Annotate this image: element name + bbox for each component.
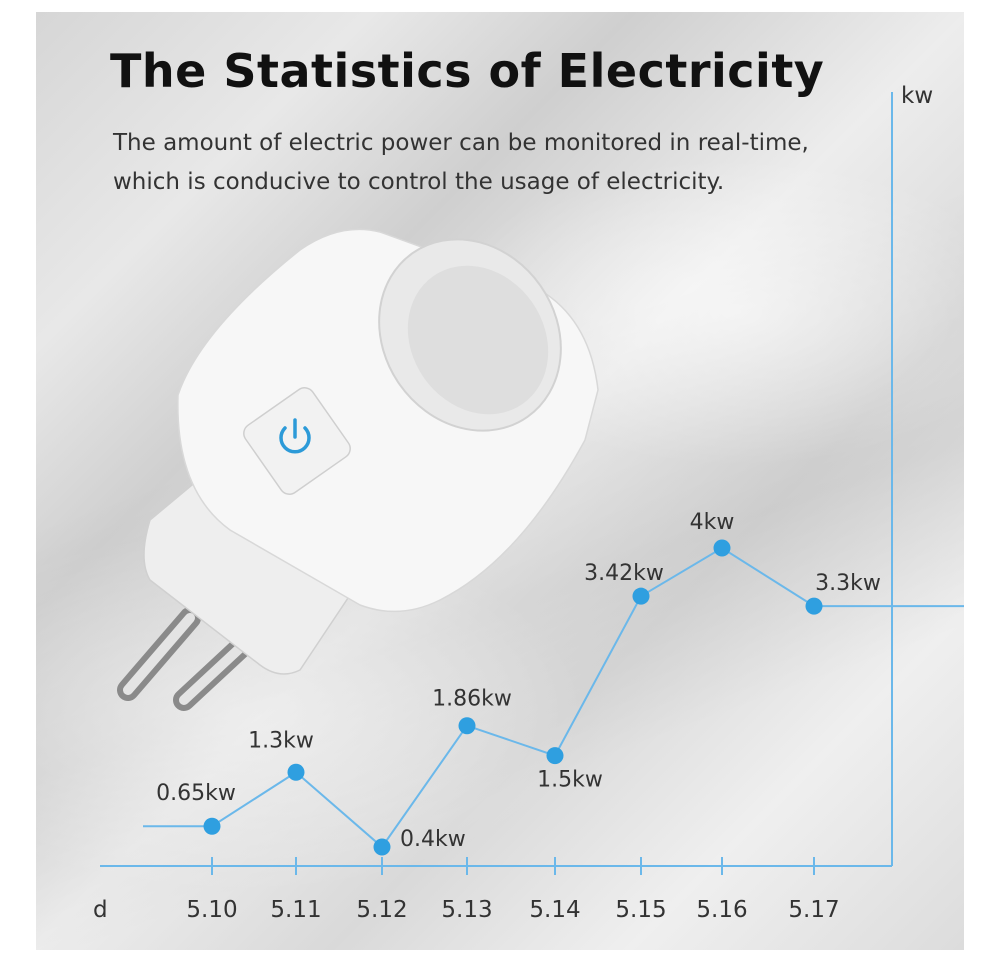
series-points — [203, 539, 823, 856]
plug-socket-recess — [407, 265, 549, 415]
data-point-5.14 — [546, 747, 564, 765]
x-tick-label: 5.16 — [696, 897, 747, 923]
series-line-group — [143, 546, 964, 849]
x-tick-label: 5.15 — [615, 897, 666, 923]
data-label-5.13: 1.86kw — [432, 687, 512, 712]
data-label-5.10: 0.65kw — [156, 781, 236, 806]
data-point-5.10 — [203, 817, 221, 835]
x-tick-label: 5.13 — [441, 897, 492, 923]
series-line — [143, 546, 964, 849]
page-title: The Statistics of Electricity — [110, 44, 825, 98]
x-tick-labels: 5.10 5.11 5.12 5.13 5.14 5.15 5.16 5.17 — [186, 897, 839, 923]
plug-power-button — [243, 387, 351, 495]
y-axis-label: kw — [901, 83, 933, 109]
data-point-5.16 — [713, 539, 731, 557]
data-point-5.11 — [287, 763, 305, 781]
x-axis-label: d — [93, 897, 108, 923]
data-point-5.15 — [632, 587, 650, 605]
chart-axes: d kw — [93, 83, 933, 923]
data-label-5.14: 1.5kw — [537, 768, 603, 793]
power-icon — [279, 418, 311, 454]
x-tick-label: 5.11 — [270, 897, 321, 923]
data-label-5.11: 1.3kw — [248, 728, 314, 753]
x-tick-label: 5.10 — [186, 897, 237, 923]
smart-plug-illustration — [117, 228, 599, 711]
x-tick-label: 5.17 — [788, 897, 839, 923]
data-label-5.12: 0.4kw — [400, 827, 466, 852]
x-tick-label: 5.14 — [529, 897, 580, 923]
data-label-5.15: 3.42kw — [584, 561, 664, 586]
data-point-5.17 — [805, 597, 823, 615]
plug-base — [143, 469, 362, 675]
subtitle-line-1: The amount of electric power can be moni… — [113, 130, 809, 156]
x-tick-label: 5.12 — [356, 897, 407, 923]
x-ticks — [211, 857, 815, 875]
page-subtitle: The amount of electric power can be moni… — [113, 124, 893, 202]
data-label-5.16: 4kw — [690, 510, 735, 535]
data-point-5.12 — [373, 838, 391, 856]
subtitle-line-2: which is conducive to control the usage … — [113, 169, 725, 195]
data-point-5.13 — [458, 717, 476, 735]
data-labels: 0.65kw 1.3kw 0.4kw 1.86kw 1.5kw 3.42kw 4kw 3.3k… — [156, 510, 881, 852]
data-label-5.17: 3.3kw — [815, 571, 881, 596]
plug-prongs — [117, 607, 251, 711]
